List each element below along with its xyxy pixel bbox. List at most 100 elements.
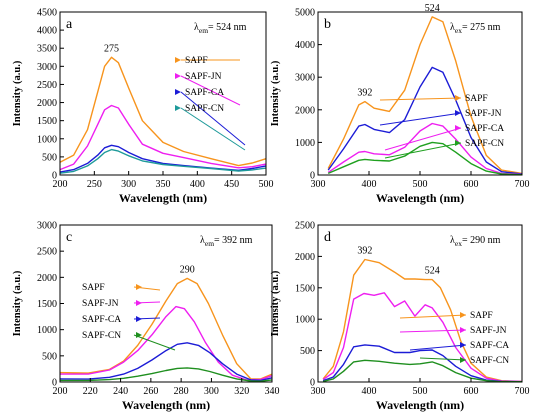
x-tick-label: 700 — [515, 179, 530, 190]
legend-label: SAPF-CN — [470, 356, 509, 366]
peak-label: 275 — [104, 43, 119, 54]
x-tick-label: 600 — [464, 179, 479, 190]
x-tick-label: 400 — [362, 386, 377, 397]
legend-arrow — [399, 314, 467, 319]
chart-panel-c: 0 500 1000 1500 2000 2500 3000 200 220 240 260 280 3… — [12, 221, 280, 413]
x-tick-label: 300 — [121, 179, 136, 190]
legend-label: SAPF-CA — [470, 341, 509, 351]
y-tick-label: 0 — [310, 171, 315, 182]
series-line-sapf-jn — [60, 305, 273, 381]
plot-frame — [59, 11, 267, 176]
legend-arrow — [384, 127, 462, 151]
y-tick-label: 3000 — [37, 221, 57, 232]
series-line-sapf — [59, 56, 267, 167]
panel-letter: c — [66, 230, 72, 245]
x-tick-label: 280 — [174, 386, 189, 397]
series-line-sapf-ca — [322, 344, 523, 383]
y-tick-label: 0 — [52, 378, 57, 389]
excitation-annotation: λem= 392 nm — [200, 235, 253, 248]
y-tick-label: 2500 — [37, 247, 57, 258]
legend-arrowhead — [175, 57, 181, 63]
legend-arrowhead — [175, 73, 181, 79]
x-tick-label: 340 — [265, 386, 280, 397]
peak-label: 290 — [180, 264, 195, 275]
legend-label: SAPF-CN — [82, 331, 121, 341]
chart-panel-a: 0 500 1000 1500 2000 2500 3000 3500 4000 4500 200 2… — [12, 8, 274, 206]
chart-panel-b: 0 1000 2000 3000 4000 5000 300 400 500 600 700 Wave… — [270, 3, 530, 205]
chart-panel-d: 0 500 1000 1500 2000 2500 300 400 500 600 700 Wavel… — [270, 221, 530, 413]
series-line-sapf — [322, 258, 523, 383]
series-line-sapf — [59, 277, 273, 380]
y-tick-label: 1500 — [37, 116, 57, 127]
y-tick-label: 500 — [42, 351, 57, 362]
legend-arrowhead — [460, 312, 466, 318]
legend-arrowhead — [175, 105, 181, 111]
x-tick-label: 450 — [224, 179, 239, 190]
legend-label: SAPF-CA — [185, 88, 224, 98]
legend-label: SAPF-JN — [470, 326, 507, 336]
y-tick-label: 4000 — [37, 26, 57, 37]
legend-label: SAPF-JN — [465, 109, 502, 119]
legend-label: SAPF — [185, 56, 208, 66]
legend-arrowhead — [136, 316, 142, 322]
x-tick-label: 700 — [515, 386, 530, 397]
legend-label: SAPF-CN — [465, 139, 504, 149]
excitation-annotation: λex= 290 nm — [450, 235, 501, 248]
legend-arrowhead — [455, 110, 461, 116]
y-tick-label: 2000 — [295, 252, 315, 263]
y-axis-label: Intensity (a.u.) — [270, 60, 281, 126]
legend-arrow — [180, 107, 246, 151]
peak-label: 392 — [357, 88, 372, 99]
peak-label: 524 — [425, 266, 440, 277]
x-axis-label: Wavelength (nm) — [122, 398, 210, 412]
x-tick-label: 300 — [204, 386, 219, 397]
x-tick-label: 220 — [83, 386, 98, 397]
series-line-sapf-cn — [59, 148, 267, 174]
legend-arrow — [379, 112, 462, 126]
series-line-sapf-cn — [327, 141, 523, 176]
y-tick-label: 1000 — [37, 325, 57, 336]
x-tick-label: 400 — [190, 179, 205, 190]
y-tick-label: 2000 — [37, 98, 57, 109]
legend-arrow — [180, 75, 241, 106]
y-tick-label: 1000 — [295, 138, 315, 149]
legend-arrowhead — [136, 332, 142, 338]
x-tick-label: 240 — [113, 386, 128, 397]
legend-label: SAPF — [82, 283, 105, 293]
x-tick-label: 500 — [413, 179, 428, 190]
x-tick-label: 350 — [156, 179, 171, 190]
legend-arrowhead — [455, 95, 461, 101]
peak-label: 524 — [425, 3, 440, 14]
y-tick-label: 4500 — [37, 8, 57, 19]
legend-label: SAPF-JN — [185, 72, 222, 82]
legend-arrowhead — [175, 89, 181, 95]
series-line-sapf-ca — [59, 342, 273, 382]
panel-letter: b — [324, 17, 331, 32]
x-tick-label: 200 — [53, 179, 68, 190]
y-tick-label: 2000 — [37, 273, 57, 284]
y-tick-label: 2000 — [295, 105, 315, 116]
x-tick-label: 300 — [311, 179, 326, 190]
y-tick-label: 1500 — [295, 283, 315, 294]
legend-arrowhead — [455, 125, 461, 131]
series-line-sapf-jn — [59, 104, 267, 171]
series-line-sapf-jn — [327, 66, 523, 175]
legend-arrowhead — [136, 300, 142, 306]
y-tick-label: 4000 — [295, 40, 315, 51]
x-tick-label: 500 — [413, 386, 428, 397]
y-tick-label: 5000 — [295, 8, 315, 19]
y-tick-label: 3500 — [37, 44, 57, 55]
legend-arrow — [133, 334, 176, 351]
legend-arrow — [180, 91, 246, 146]
y-tick-label: 1500 — [37, 299, 57, 310]
peak-label: 392 — [357, 246, 372, 257]
x-tick-label: 320 — [234, 386, 249, 397]
plot-frame — [317, 11, 523, 176]
legend-label: SAPF-JN — [82, 299, 119, 309]
legend-arrow — [409, 344, 467, 351]
legend-label: SAPF — [465, 94, 488, 104]
x-tick-label: 250 — [87, 179, 102, 190]
y-tick-label: 2500 — [295, 221, 315, 232]
legend-label: SAPF-CA — [465, 124, 504, 134]
